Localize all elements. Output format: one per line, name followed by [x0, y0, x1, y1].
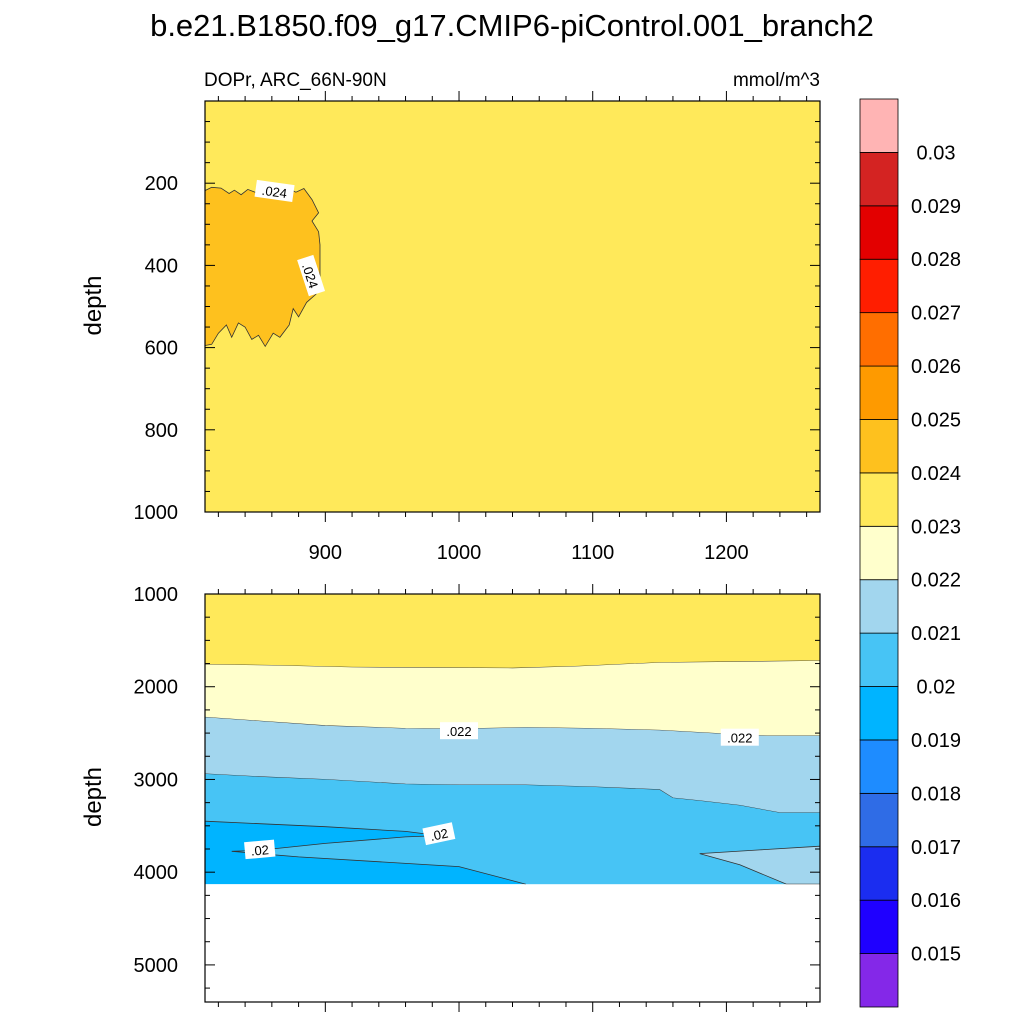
colorbar-label: 0.029	[911, 196, 961, 218]
x-tick-label: 1000	[437, 542, 482, 564]
y-tick-label: 4000	[134, 862, 179, 884]
y-axis-title: depth	[80, 275, 107, 335]
colorbar-swatch	[859, 205, 899, 260]
colorbar-label: 0.017	[911, 837, 961, 859]
colorbar-label: 0.022	[911, 570, 961, 592]
colorbar-label: 0.015	[911, 944, 961, 966]
colorbar-label: 0.021	[911, 623, 961, 645]
colorbar-swatch	[859, 312, 899, 367]
contour-label-text: .02	[250, 842, 269, 859]
y-tick-label: 3000	[134, 769, 179, 791]
contour-label: .024	[297, 254, 326, 297]
colorbar-label: 0.02	[917, 677, 956, 699]
colorbar-label: 0.026	[911, 356, 961, 378]
colorbar-swatch	[859, 525, 899, 581]
y-axis-title: depth	[80, 767, 107, 827]
panel-deep-ocean: .022 .022 .02 .02 1000 2000 3000 4000 5000 depth	[80, 584, 821, 1012]
contour-band-2	[205, 717, 820, 813]
x-tick-label: 1200	[704, 542, 749, 564]
colorbar-swatch	[859, 258, 899, 314]
contour-fill-background	[205, 101, 820, 512]
colorbar-swatch	[859, 846, 899, 901]
contour-label: .02	[422, 822, 456, 846]
y-tick-label: 400	[145, 255, 178, 277]
contour-label: .02	[244, 839, 276, 860]
contour-band-0	[205, 594, 820, 669]
units-label: mmol/m^3	[733, 70, 820, 91]
colorbar-swatch	[859, 472, 899, 527]
contour-fills	[205, 101, 820, 512]
contour-region-patch	[699, 845, 820, 885]
colorbar-swatch	[859, 419, 899, 474]
y-tick-label: 200	[145, 173, 178, 195]
contour-band-3	[205, 773, 820, 885]
colorbar-swatch	[859, 152, 899, 207]
colorbar-label: 0.03	[917, 142, 956, 164]
contour-label: .022	[720, 728, 759, 746]
colorbar-label: 0.024	[911, 463, 961, 485]
colorbar-swatch	[859, 792, 899, 848]
colorbar-swatch	[859, 739, 899, 794]
colorbar: 0.015 0.016 0.017 0.018 0.019 0.02 0.021 0.022 0…	[859, 98, 961, 1008]
panel-upper-ocean: .024 .024 900 1000 1100 1200 200 400 600 800 1000 d…	[80, 91, 821, 564]
contour-label: .022	[440, 722, 478, 740]
colorbar-swatch	[859, 953, 899, 1008]
colorbar-label: 0.027	[911, 303, 961, 325]
colorbar-label: 0.016	[911, 890, 961, 912]
contour-label: .024	[254, 179, 295, 202]
colorbar-swatch	[859, 632, 899, 687]
colorbar-swatch	[859, 579, 899, 634]
contour-band-1	[205, 660, 820, 736]
colorbar-label: 0.019	[911, 730, 961, 752]
contour-label-text: .022	[446, 724, 471, 739]
y-tick-label: 2000	[134, 677, 179, 699]
colorbar-swatch	[859, 98, 899, 153]
x-tick-label: 1100	[571, 542, 614, 564]
contour-label-text: .024	[261, 183, 288, 201]
no-data-area	[205, 884, 820, 1002]
colorbar-swatch	[859, 686, 899, 741]
variable-label: DOPr, ARC_66N-90N	[204, 70, 387, 91]
colorbar-label: 0.028	[911, 249, 961, 271]
colorbar-label: 0.018	[911, 783, 961, 805]
contour-label-text: .024	[299, 262, 321, 291]
y-tick-label: 1000	[134, 502, 179, 524]
colorbar-swatch	[859, 365, 899, 420]
y-tick-label: 5000	[134, 955, 179, 977]
colorbar-swatch	[859, 899, 899, 954]
y-tick-label: 1000	[134, 584, 179, 606]
contour-line-3	[205, 820, 527, 885]
colorbar-label: 0.025	[911, 409, 961, 431]
y-tick-label: 800	[145, 420, 178, 442]
x-tick-label: 900	[309, 542, 342, 564]
contour-label-text: .02	[429, 825, 450, 843]
contour-fills	[205, 594, 820, 1002]
y-tick-label: 600	[145, 338, 178, 360]
main-title: b.e21.B1850.f09_g17.CMIP6-piControl.001_…	[150, 8, 874, 43]
contour-label-text: .022	[727, 731, 752, 746]
colorbar-label: 0.023	[911, 516, 961, 538]
